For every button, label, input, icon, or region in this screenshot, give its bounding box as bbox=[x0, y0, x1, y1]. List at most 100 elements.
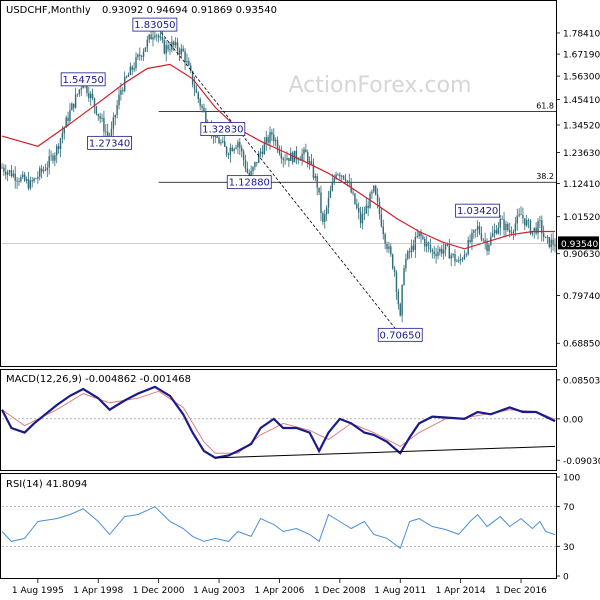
rsi-tick-label: 100 bbox=[563, 474, 580, 484]
price-bar bbox=[59, 138, 62, 150]
price-bar bbox=[167, 45, 169, 50]
price-bar bbox=[225, 146, 228, 155]
price-bar bbox=[273, 134, 275, 142]
price-bar bbox=[176, 42, 179, 51]
price-bar bbox=[203, 107, 205, 112]
price-bar bbox=[299, 159, 301, 161]
price-bar bbox=[341, 175, 343, 177]
price-bar bbox=[324, 214, 326, 222]
price-bar bbox=[554, 244, 556, 247]
rsi-tick-label: 30 bbox=[563, 543, 575, 553]
price-bar bbox=[129, 66, 132, 76]
price-bar bbox=[310, 161, 313, 164]
price-bar bbox=[259, 151, 262, 154]
price-bar bbox=[48, 156, 50, 168]
price-bar bbox=[265, 137, 267, 144]
price-bar bbox=[552, 239, 554, 245]
price-bar bbox=[459, 259, 462, 261]
price-bar bbox=[37, 176, 39, 179]
price-label: 1.54750 bbox=[62, 75, 103, 86]
date-tick-label: 1 Aug 2003 bbox=[193, 586, 245, 596]
price-bar bbox=[169, 49, 171, 51]
price-bar bbox=[227, 154, 230, 156]
price-bar bbox=[112, 117, 115, 129]
price-bar bbox=[333, 178, 335, 182]
price-bar bbox=[384, 234, 386, 245]
rsi-panel-frame bbox=[0, 473, 557, 579]
price-bar bbox=[56, 146, 58, 156]
current-price-label: 0.93540 bbox=[561, 240, 598, 250]
price-bar bbox=[50, 155, 52, 157]
date-tick-label: 1 Dec 2008 bbox=[314, 586, 366, 596]
price-bar bbox=[118, 94, 120, 106]
price-bar bbox=[61, 133, 64, 139]
price-bar bbox=[497, 227, 500, 234]
price-bar bbox=[78, 89, 81, 94]
price-bar bbox=[331, 181, 334, 191]
price-bar bbox=[193, 84, 196, 90]
price-bar bbox=[410, 245, 413, 253]
rsi-axis: 100 70 30 0 bbox=[2, 474, 580, 583]
price-bar bbox=[95, 106, 98, 114]
price-bar bbox=[424, 239, 426, 247]
price-bar bbox=[256, 162, 258, 163]
price-bar bbox=[263, 143, 266, 155]
date-tick-label: 1 Dec 2000 bbox=[133, 586, 185, 596]
price-bar bbox=[412, 245, 415, 250]
price-bar bbox=[142, 51, 145, 57]
price-bar bbox=[197, 92, 200, 100]
price-bar bbox=[97, 113, 99, 116]
price-bar bbox=[446, 243, 449, 246]
price-bar bbox=[531, 231, 534, 234]
price-bar bbox=[271, 131, 273, 135]
price-bar bbox=[71, 103, 73, 111]
price-bar bbox=[73, 103, 75, 108]
price-bar bbox=[173, 41, 175, 46]
price-bar bbox=[120, 90, 122, 95]
price-bar bbox=[301, 154, 303, 160]
price-bar bbox=[178, 50, 181, 55]
price-bar bbox=[439, 248, 441, 252]
price-bar bbox=[395, 271, 398, 293]
price-bar bbox=[541, 220, 543, 234]
price-bar bbox=[46, 167, 49, 171]
price-bar bbox=[442, 249, 445, 254]
price-bar bbox=[322, 213, 324, 222]
price-bar bbox=[146, 39, 149, 48]
price-bar bbox=[473, 230, 475, 233]
fibonacci-retracement-lines: 61.8 38.2 bbox=[158, 101, 556, 183]
price-bar bbox=[246, 168, 249, 173]
price-bar bbox=[267, 137, 269, 143]
price-bar bbox=[44, 169, 47, 171]
price-bar bbox=[188, 60, 190, 66]
price-bar bbox=[427, 242, 430, 246]
price-bar bbox=[514, 223, 517, 232]
retracement-label: 38.2 bbox=[536, 172, 554, 181]
rsi-tick-label: 70 bbox=[563, 503, 575, 513]
price-bar bbox=[380, 213, 383, 227]
macd-trendline bbox=[215, 445, 556, 459]
price-bar bbox=[546, 237, 549, 238]
price-bar bbox=[88, 93, 90, 99]
price-bar bbox=[252, 166, 254, 172]
price-bar bbox=[382, 226, 384, 235]
price-label-box bbox=[226, 175, 272, 190]
price-bar bbox=[367, 205, 369, 209]
price-bar bbox=[408, 251, 411, 253]
price-bar bbox=[235, 147, 237, 149]
price-bar bbox=[431, 249, 434, 252]
price-bar bbox=[356, 203, 358, 209]
price-bar bbox=[25, 179, 28, 181]
price-bar bbox=[99, 115, 101, 119]
price-bar bbox=[110, 128, 113, 143]
price-bar bbox=[257, 153, 260, 163]
price-label: 1.12880 bbox=[229, 178, 270, 189]
price-bar bbox=[435, 254, 437, 256]
price-bar bbox=[363, 213, 366, 215]
price-bar bbox=[31, 180, 33, 182]
price-bar bbox=[529, 220, 532, 234]
price-bar bbox=[8, 170, 11, 173]
price-bar bbox=[218, 137, 220, 144]
price-bar bbox=[1, 167, 3, 169]
